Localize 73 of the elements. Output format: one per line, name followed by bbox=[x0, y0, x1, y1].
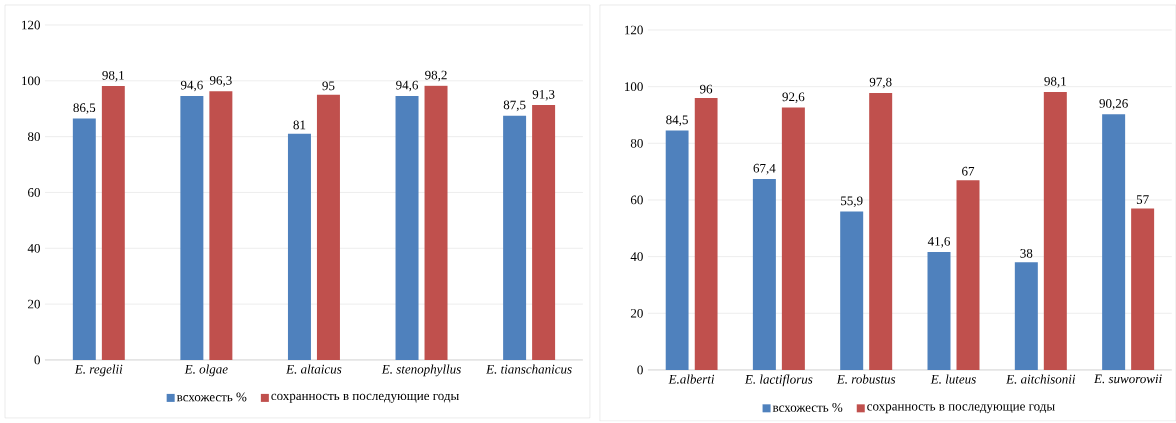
data-label: 96,3 bbox=[209, 76, 232, 87]
bar bbox=[209, 91, 233, 360]
bar bbox=[752, 179, 776, 370]
data-label: 86,5 bbox=[73, 103, 96, 114]
data-label: 67 bbox=[962, 166, 975, 176]
bar bbox=[424, 85, 448, 360]
bar bbox=[1014, 262, 1038, 370]
y-tick-label: 120 bbox=[625, 25, 643, 35]
legend-label: всхожесть % bbox=[176, 392, 247, 402]
data-label: 55,9 bbox=[841, 196, 863, 208]
y-tick-label: 0 bbox=[637, 365, 643, 375]
data-label: 95 bbox=[322, 81, 335, 91]
x-tick-label: E. tianschanicus bbox=[485, 364, 572, 374]
data-label: 98,2 bbox=[425, 70, 447, 82]
bar bbox=[694, 98, 718, 370]
y-tick-label: 100 bbox=[22, 76, 40, 86]
x-tick-label: E. lactiflorus bbox=[744, 374, 813, 387]
x-tick-label: E. stenophyllus bbox=[381, 364, 461, 377]
data-label: 98,1 bbox=[1044, 76, 1066, 88]
x-tick-label: E. suworowii bbox=[1093, 374, 1162, 384]
y-tick-label: 100 bbox=[625, 82, 643, 92]
y-tick-label: 40 bbox=[27, 243, 40, 253]
y-tick-label: 60 bbox=[28, 188, 40, 197]
data-label: 57 bbox=[1136, 195, 1149, 204]
data-label: 97,8 bbox=[869, 77, 892, 89]
y-tick-label: 20 bbox=[630, 308, 643, 318]
bar bbox=[781, 107, 805, 370]
data-label: 92,6 bbox=[782, 92, 805, 104]
bar bbox=[503, 115, 527, 360]
x-tick-label: E. altaicus bbox=[285, 364, 342, 374]
data-label: 90,26 bbox=[1099, 99, 1128, 110]
y-tick-label: 20 bbox=[28, 299, 40, 309]
x-tick-label: E. robustus bbox=[836, 374, 896, 384]
y-tick-label: 120 bbox=[22, 20, 40, 30]
data-label: 94,6 bbox=[180, 80, 203, 92]
bar bbox=[840, 211, 864, 370]
y-tick-label: 60 bbox=[630, 195, 643, 205]
bar bbox=[72, 118, 96, 360]
x-tick-label: E.alberti bbox=[668, 374, 715, 384]
x-tick-label: E. luteus bbox=[930, 374, 976, 384]
y-tick-label: 80 bbox=[630, 138, 643, 148]
bar bbox=[316, 94, 340, 360]
data-label: 41,6 bbox=[927, 236, 950, 248]
bar bbox=[665, 130, 689, 370]
data-label: 94,6 bbox=[396, 80, 419, 92]
data-label: 87,5 bbox=[503, 100, 526, 112]
data-label: 91,3 bbox=[532, 89, 555, 101]
y-tick-label: 0 bbox=[34, 355, 40, 365]
x-tick-label: E. aitchisonii bbox=[1006, 374, 1076, 384]
bar bbox=[532, 105, 556, 360]
x-tick-label: E. regelii bbox=[74, 364, 123, 377]
data-label: 96 bbox=[699, 84, 713, 94]
legend-label: всхожесть % bbox=[772, 403, 843, 412]
bar bbox=[927, 252, 951, 370]
data-label: 81 bbox=[293, 120, 306, 130]
y-tick-label: 40 bbox=[630, 252, 643, 262]
data-label: 98,1 bbox=[102, 70, 124, 82]
bar bbox=[956, 180, 980, 370]
data-label: 38 bbox=[1020, 249, 1033, 258]
bar bbox=[101, 86, 125, 360]
bar bbox=[869, 92, 893, 370]
legend-label: сохранность в последующие годы bbox=[271, 393, 459, 403]
bar bbox=[395, 95, 419, 360]
legend-label: сохранность в последующие годы bbox=[867, 404, 1055, 414]
data-label: 67,4 bbox=[753, 163, 776, 175]
bar bbox=[1043, 92, 1067, 370]
x-tick-label: E. olgae bbox=[184, 364, 228, 377]
bar bbox=[1102, 114, 1126, 370]
data-label: 84,5 bbox=[666, 115, 688, 127]
bar bbox=[1131, 208, 1155, 370]
bar bbox=[180, 95, 204, 360]
bar bbox=[287, 133, 311, 360]
y-tick-label: 80 bbox=[27, 132, 40, 142]
